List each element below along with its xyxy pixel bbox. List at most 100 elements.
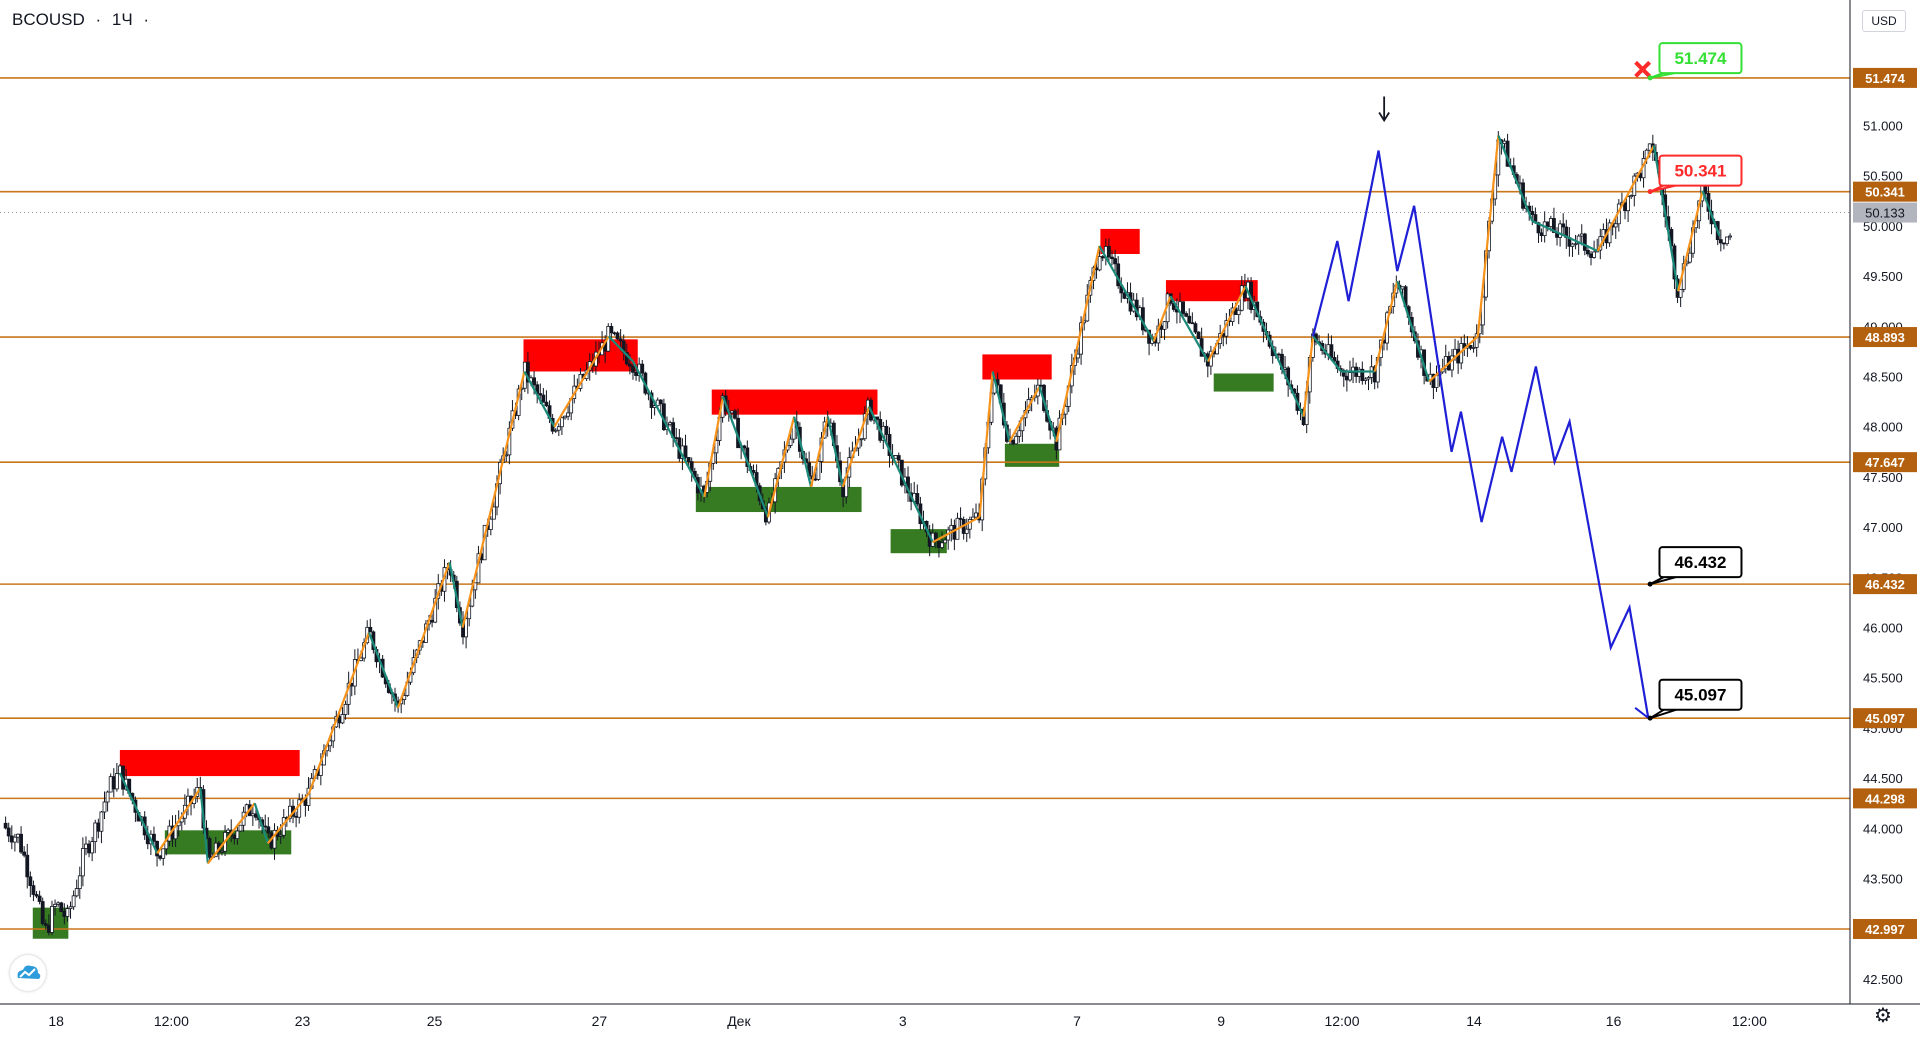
candle	[40, 897, 45, 926]
gear-icon[interactable]: ⚙	[1874, 1005, 1892, 1027]
candle	[114, 763, 119, 792]
candle-body	[318, 764, 323, 776]
time-tick-label: 25	[427, 1013, 443, 1029]
candle	[1357, 366, 1362, 384]
zigzag-segment	[1152, 295, 1172, 342]
forecast-path	[1311, 150, 1650, 719]
candle-body	[111, 776, 116, 790]
candle	[686, 457, 691, 466]
candle	[488, 516, 493, 536]
candle	[1626, 193, 1631, 223]
candle	[1196, 331, 1201, 340]
candle	[615, 331, 620, 341]
candle	[974, 503, 978, 519]
zigzag-segment	[1244, 285, 1305, 418]
candle-body	[74, 888, 79, 897]
zigzag-segment	[118, 772, 159, 854]
candle	[340, 707, 345, 725]
price-tick-label: 42.500	[1863, 972, 1903, 987]
zigzag-segment	[1396, 280, 1431, 382]
candle-body	[108, 776, 113, 793]
candle	[949, 518, 954, 542]
candle-body	[34, 894, 39, 897]
candle	[80, 837, 85, 887]
candle-body	[207, 838, 212, 858]
candle	[31, 880, 36, 902]
zigzag-segment	[253, 802, 269, 844]
candle-body	[1076, 353, 1080, 359]
candle	[1564, 219, 1569, 249]
candle-body	[1502, 140, 1507, 145]
currency-badge[interactable]: USD	[1862, 10, 1906, 32]
candle	[461, 611, 465, 645]
candle	[53, 899, 57, 916]
candle-body	[1107, 246, 1111, 258]
zigzag-segment	[1373, 280, 1399, 372]
zigzag-segment	[793, 416, 813, 488]
candle	[96, 818, 101, 839]
level-price-label: 44.298	[1865, 791, 1905, 806]
candle	[346, 671, 351, 715]
candle	[930, 523, 935, 548]
cross-mark	[1634, 60, 1652, 78]
candle-body	[1276, 353, 1281, 356]
zigzag-segment	[396, 561, 451, 709]
target-dot	[1647, 75, 1653, 81]
time-tick-label: 16	[1606, 1013, 1622, 1029]
candle-body	[93, 822, 98, 843]
zigzag-segment	[448, 562, 464, 628]
candle-body	[492, 506, 496, 520]
symbol-header[interactable]: BCOUSD · 1Ч ·	[12, 10, 155, 30]
price-tick-label: 48.000	[1863, 420, 1903, 435]
arrow-down-icon	[1378, 96, 1390, 123]
zigzag-segment	[1038, 386, 1058, 443]
zigzag-segment	[841, 406, 871, 488]
candle	[349, 682, 354, 697]
candle	[50, 900, 54, 936]
candle-body	[618, 338, 623, 342]
candle	[1613, 216, 1618, 239]
candle-body	[1576, 235, 1581, 245]
candle	[74, 879, 79, 898]
target-dot	[1647, 715, 1653, 721]
candle	[294, 811, 299, 828]
time-tick-label: 18	[48, 1013, 64, 1029]
candle-body	[1283, 367, 1287, 370]
candle-body	[19, 833, 23, 853]
candle-body	[566, 412, 570, 417]
candle-body	[343, 703, 348, 715]
candle-body	[884, 425, 889, 435]
candle-body	[674, 437, 679, 439]
candle-body	[686, 457, 691, 462]
candle-body	[1573, 243, 1578, 246]
candle-body	[1601, 229, 1606, 238]
candle-body	[615, 332, 620, 340]
candle	[563, 415, 567, 420]
candle-body	[1558, 223, 1563, 238]
candle	[640, 359, 645, 377]
candle	[1335, 354, 1340, 373]
candle-body	[1582, 233, 1587, 251]
candle-body	[220, 850, 224, 853]
candle	[683, 434, 688, 460]
resistance-zone	[523, 339, 638, 372]
tradingview-cloud-icon[interactable]	[10, 955, 46, 991]
time-axis-bg	[0, 1004, 1850, 1038]
candle	[961, 516, 966, 540]
candle	[940, 531, 944, 550]
candle-body	[958, 517, 963, 520]
candle-body	[37, 895, 42, 902]
candle	[958, 507, 963, 529]
candle-body	[526, 361, 530, 383]
candle	[1097, 248, 1102, 272]
level-price-tag	[1853, 452, 1917, 473]
header-extra: ·	[143, 10, 150, 29]
candle-body	[943, 539, 948, 544]
candle	[859, 438, 864, 447]
candle	[1366, 375, 1371, 391]
level-price-tag	[1853, 708, 1917, 729]
candle	[43, 919, 48, 930]
candle-body	[22, 851, 27, 856]
